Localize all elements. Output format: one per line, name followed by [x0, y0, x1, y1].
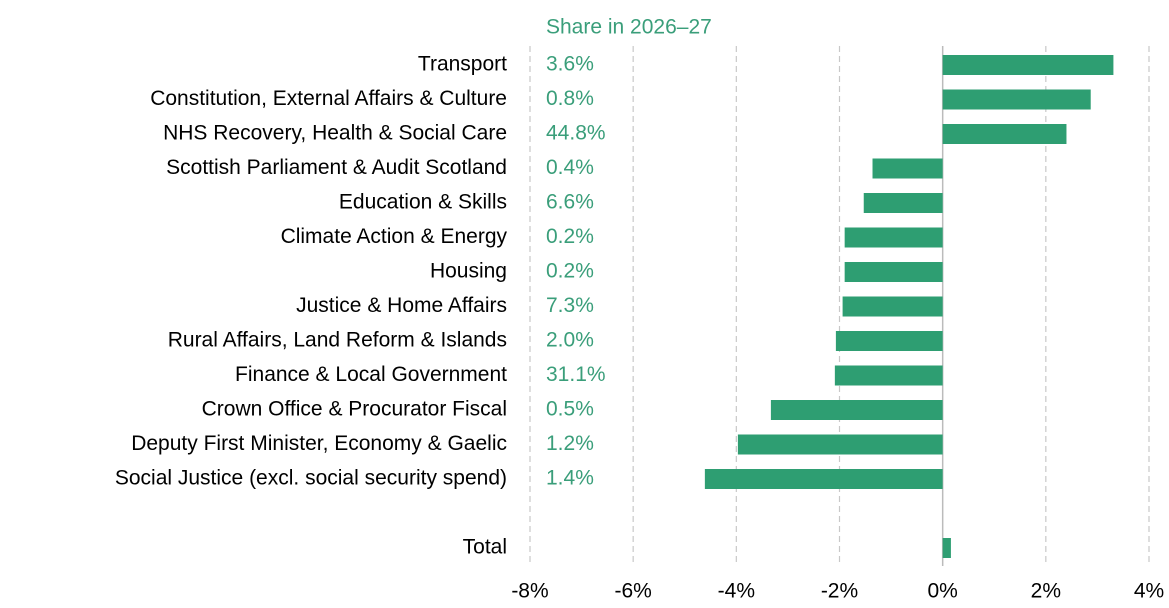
- y-tick-label: Transport: [418, 53, 507, 76]
- x-tick-label: -6%: [614, 580, 651, 603]
- bar: [872, 158, 943, 179]
- y-tick-label: Deputy First Minister, Economy & Gaelic: [131, 432, 507, 455]
- bar: [844, 227, 943, 248]
- y-tick-label: Education & Skills: [339, 191, 507, 214]
- x-tick-label: 2%: [1031, 580, 1061, 603]
- share-label: 6.6%: [546, 191, 594, 214]
- x-tick-label: -2%: [821, 580, 858, 603]
- share-label: 31.1%: [546, 363, 606, 386]
- share-label: 0.4%: [546, 156, 594, 179]
- share-label: 0.2%: [546, 260, 594, 283]
- bar: [835, 331, 943, 351]
- bar: [704, 469, 943, 489]
- bar: [737, 434, 943, 455]
- bar: [942, 55, 1114, 75]
- bar: [863, 193, 943, 213]
- y-tick-label: Rural Affairs, Land Reform & Islands: [168, 329, 507, 352]
- bar: [942, 89, 1091, 110]
- bar: [834, 365, 943, 386]
- y-tick-label: Crown Office & Procurator Fiscal: [202, 398, 507, 421]
- share-label: 0.8%: [546, 87, 594, 110]
- y-tick-label: Scottish Parliament & Audit Scotland: [166, 156, 507, 179]
- x-tick-label: -4%: [718, 580, 755, 603]
- bar: [844, 262, 943, 282]
- bar: [770, 400, 943, 420]
- y-tick-label: Finance & Local Government: [235, 363, 507, 386]
- y-tick-label: Justice & Home Affairs: [296, 294, 507, 317]
- y-tick-label: Climate Action & Energy: [281, 225, 508, 248]
- y-tick-label: Constitution, External Affairs & Culture: [150, 87, 507, 110]
- share-label: 3.6%: [546, 53, 594, 76]
- share-label: 1.4%: [546, 467, 594, 490]
- x-tick-label: 4%: [1134, 580, 1164, 603]
- y-tick-label: Social Justice (excl. social security sp…: [115, 467, 507, 490]
- y-tick-label: NHS Recovery, Health & Social Care: [163, 122, 507, 145]
- bar: [942, 124, 1067, 144]
- x-tick-label: 0%: [927, 580, 957, 603]
- y-tick-label: Housing: [430, 260, 507, 283]
- share-label: 1.2%: [546, 432, 594, 455]
- share-label: 0.5%: [546, 398, 594, 421]
- share-label: 44.8%: [546, 122, 606, 145]
- share-label: 2.0%: [546, 329, 594, 352]
- y-tick-label: Total: [463, 536, 507, 559]
- bar: [942, 538, 951, 558]
- bar: [842, 296, 943, 317]
- share-label: 7.3%: [546, 294, 594, 317]
- x-tick-label: -8%: [511, 580, 548, 603]
- share-label: 0.2%: [546, 225, 594, 248]
- share-title: Share in 2026–27: [546, 16, 712, 39]
